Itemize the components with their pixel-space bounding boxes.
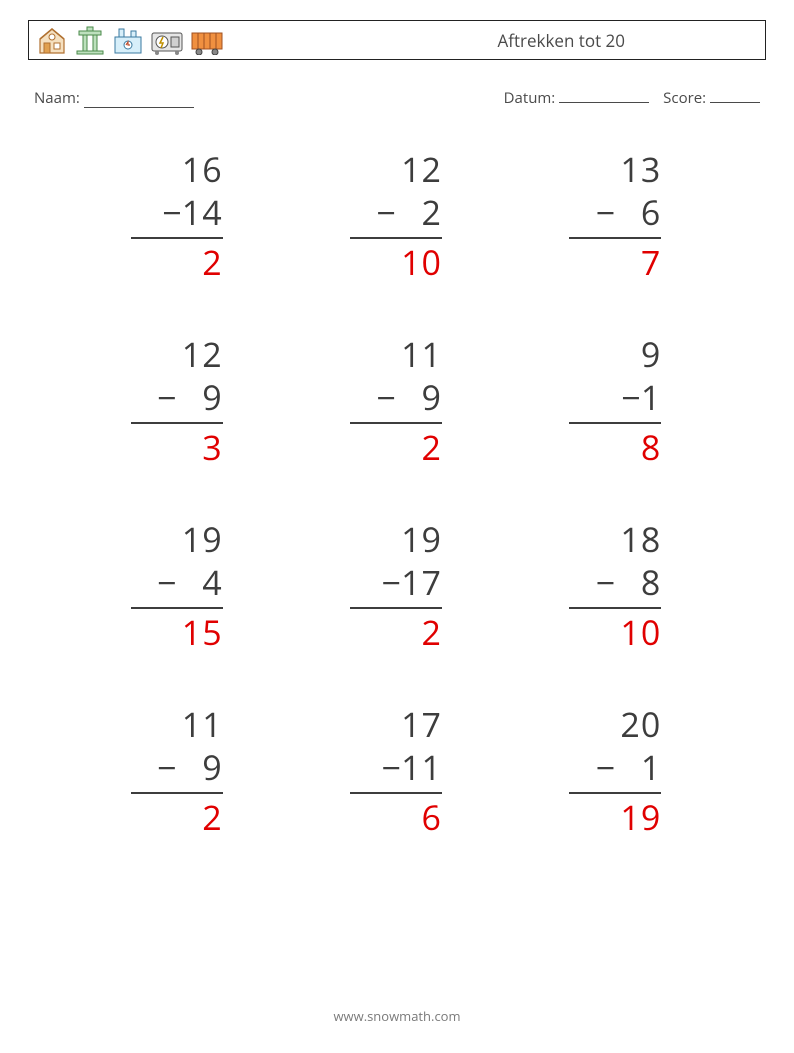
wagon-icon [189, 25, 225, 55]
answer: 15 [182, 611, 223, 654]
subtrahend: 17 [401, 561, 442, 604]
subtrahend: 1 [641, 376, 661, 419]
answer: 10 [401, 241, 442, 284]
minuend: 18 [620, 518, 661, 561]
minus-sign: − [162, 191, 181, 234]
answer: 2 [422, 426, 442, 469]
subtrahend-row: −9 [157, 376, 222, 419]
problem-2: 12−2 10 [352, 148, 442, 284]
minuend: 12 [401, 148, 442, 191]
problems-grid: 16−14212−21013−6712−9311−929−1819−41519−… [68, 148, 726, 888]
minus-sign: − [382, 746, 401, 789]
silo-icon [73, 25, 107, 55]
score-label: Score: [663, 88, 706, 108]
answer: 8 [641, 426, 661, 469]
subtrahend: 8 [617, 561, 661, 604]
subtrahend-row: −6 [596, 191, 661, 234]
header-icon-strip [35, 25, 225, 55]
subtrahend-row: −1 [621, 376, 661, 419]
name-label: Naam: [34, 88, 80, 108]
subtrahend: 9 [179, 376, 223, 419]
minus-sign: − [377, 376, 396, 419]
factory-icon [111, 25, 145, 55]
minuend: 11 [182, 703, 223, 746]
minuend: 13 [620, 148, 661, 191]
problem-8: 19−17 2 [352, 518, 442, 654]
answer: 10 [620, 611, 661, 654]
subtrahend: 2 [398, 191, 442, 234]
answer: 2 [202, 241, 222, 284]
minuend: 17 [401, 703, 442, 746]
subtrahend-row: −9 [157, 746, 222, 789]
score-blank[interactable] [710, 88, 760, 103]
minus-sign: − [596, 561, 615, 604]
problem-3: 13−6 7 [571, 148, 661, 284]
subtrahend-row: −4 [157, 561, 222, 604]
subtrahend: 9 [398, 376, 442, 419]
minus-sign: − [377, 191, 396, 234]
subtrahend: 14 [182, 191, 223, 234]
subtrahend-row: −14 [162, 191, 222, 234]
date-blank[interactable] [559, 88, 649, 103]
minus-sign: − [596, 746, 615, 789]
minuend: 9 [641, 333, 661, 376]
worksheet-title: Aftrekken tot 20 [498, 29, 755, 52]
footer-url: www.snowmath.com [0, 1007, 794, 1025]
date-label: Datum: [504, 88, 556, 108]
minuend: 20 [620, 703, 661, 746]
minus-sign: − [157, 561, 176, 604]
subtrahend: 1 [617, 746, 661, 789]
problem-9: 18−8 10 [571, 518, 661, 654]
minuend: 12 [182, 333, 223, 376]
subtrahend-row: −8 [596, 561, 661, 604]
problem-7: 19−4 15 [133, 518, 223, 654]
subtrahend: 4 [179, 561, 223, 604]
generator-icon [149, 25, 185, 55]
problem-1: 16−14 2 [133, 148, 223, 284]
minus-sign: − [382, 561, 401, 604]
subtrahend: 6 [617, 191, 661, 234]
answer: 7 [641, 241, 661, 284]
answer: 2 [422, 611, 442, 654]
problem-5: 11−9 2 [352, 333, 442, 469]
answer: 2 [202, 796, 222, 839]
info-row: Naam: Datum: Score: [34, 88, 760, 108]
minuend: 11 [401, 333, 442, 376]
name-blank[interactable] [84, 93, 194, 108]
minus-sign: − [157, 376, 176, 419]
minuend: 19 [401, 518, 442, 561]
subtrahend-row: −17 [382, 561, 442, 604]
barn-icon [35, 25, 69, 55]
subtrahend-row: −1 [596, 746, 661, 789]
problem-11: 17−11 6 [352, 703, 442, 839]
problem-4: 12−9 3 [133, 333, 223, 469]
answer: 19 [620, 796, 661, 839]
subtrahend-row: −11 [382, 746, 442, 789]
header-bar: Aftrekken tot 20 [28, 20, 766, 60]
minuend: 16 [182, 148, 223, 191]
problem-6: 9−1 8 [571, 333, 661, 469]
answer: 6 [422, 796, 442, 839]
minus-sign: − [596, 191, 615, 234]
problem-12: 20−1 19 [571, 703, 661, 839]
subtrahend-row: −9 [377, 376, 442, 419]
minus-sign: − [621, 376, 640, 419]
subtrahend-row: −2 [377, 191, 442, 234]
subtrahend: 11 [401, 746, 442, 789]
minus-sign: − [157, 746, 176, 789]
answer: 3 [202, 426, 222, 469]
problem-10: 11−9 2 [133, 703, 223, 839]
minuend: 19 [182, 518, 223, 561]
subtrahend: 9 [179, 746, 223, 789]
